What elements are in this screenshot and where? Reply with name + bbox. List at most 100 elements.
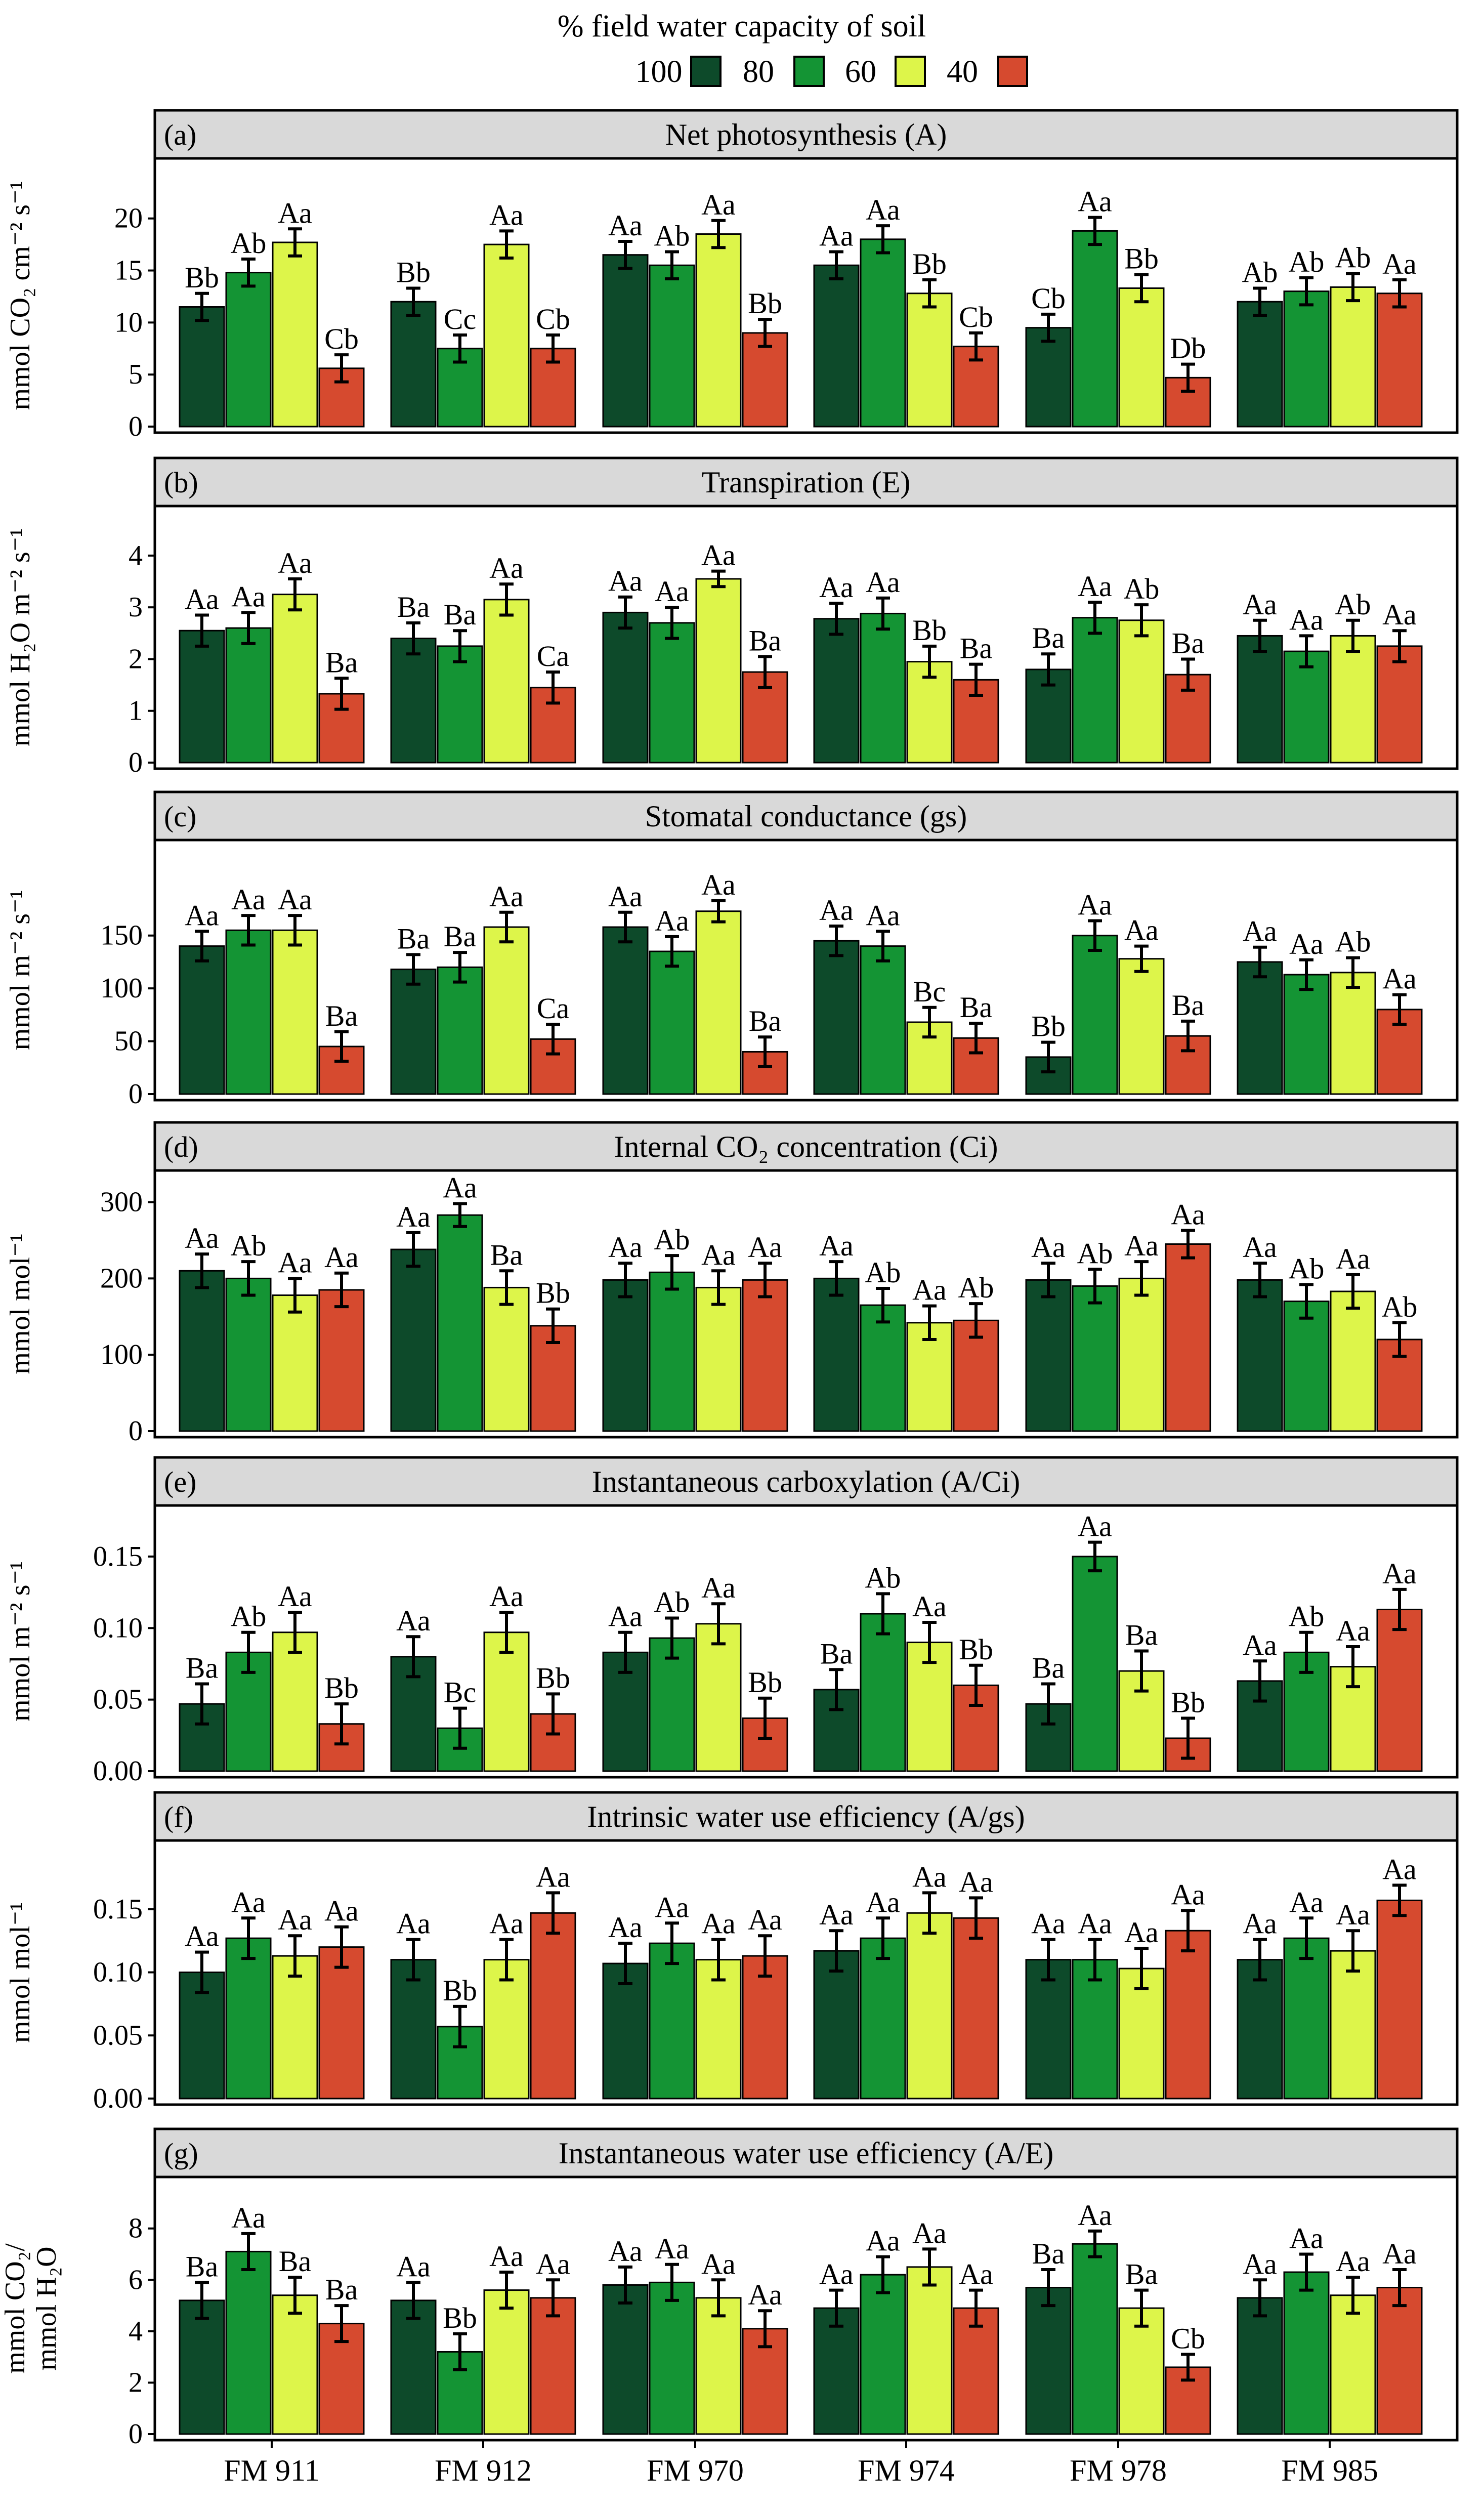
bar	[906, 292, 953, 428]
panel-tag: (c)	[164, 800, 196, 833]
bar	[1025, 1959, 1072, 2100]
significance-label: Aa	[324, 1241, 359, 1274]
bar	[1283, 1937, 1330, 2100]
significance-label: Aa	[1124, 1916, 1159, 1949]
significance-label: Bb	[396, 256, 431, 288]
bar	[906, 2266, 953, 2435]
bar	[1330, 1950, 1376, 2100]
bar	[649, 1637, 695, 1772]
bar	[602, 611, 649, 764]
significance-label: Aa	[701, 539, 736, 572]
significance-label: Bb	[748, 1666, 782, 1699]
bar	[1237, 961, 1283, 1095]
y-tick-label: 50	[114, 1026, 143, 1057]
panel-g: (g) Instantaneous water use efficiency (A…	[0, 2127, 1459, 2450]
bar	[1330, 2294, 1376, 2435]
significance-label: Aa	[278, 1246, 312, 1279]
significance-label: Bb	[185, 261, 219, 294]
significance-label: Bb	[912, 247, 947, 280]
significance-label: Aa	[1078, 2199, 1112, 2232]
bar	[1118, 958, 1165, 1095]
significance-label: Cb	[1031, 282, 1066, 315]
significance-label: Aa	[866, 566, 900, 599]
bar	[649, 264, 695, 428]
y-tick-label: 150	[100, 920, 143, 951]
x-tick-label: FM 974	[858, 2454, 955, 2487]
bar	[1330, 972, 1376, 1095]
significance-label: Ab	[958, 1271, 994, 1304]
bar	[860, 945, 906, 1095]
panel-title: Transpiration (E)	[702, 466, 911, 499]
significance-label: Aa	[1382, 1557, 1417, 1590]
significance-label: Aa	[231, 580, 266, 613]
bar	[1118, 619, 1165, 764]
bar	[860, 612, 906, 764]
y-tick-label: 0	[129, 1078, 143, 1110]
significance-label: Aa	[1031, 1907, 1066, 1940]
significance-label: Ba	[960, 991, 992, 1024]
bar	[1283, 650, 1330, 764]
significance-label: Ba	[325, 999, 358, 1032]
bar	[483, 926, 530, 1095]
significance-label: Ab	[231, 1229, 267, 1262]
bar	[860, 1613, 906, 1772]
significance-label: Aa	[185, 899, 219, 932]
bar	[906, 1021, 953, 1095]
panel-strip	[153, 456, 1459, 508]
significance-label: Aa	[912, 2216, 947, 2249]
x-tick-label: FM 970	[647, 2454, 744, 2487]
y-axis-label: mmol m⁻² s⁻¹	[5, 1561, 36, 1722]
significance-label: Cb	[959, 301, 993, 333]
panel-b: (b) Transpiration (E) 0 1 2 3 4 mmol H₂O m⁻² s⁻…	[5, 456, 1459, 778]
significance-label: Aa	[1336, 2245, 1370, 2278]
significance-label: Aa	[1031, 1231, 1066, 1264]
panel-title: Internal CO₂ concentration (Ci)	[614, 1130, 998, 1163]
significance-label: Ab	[1242, 256, 1278, 288]
y-tick-label: 0	[129, 747, 143, 778]
bar	[1376, 2287, 1423, 2435]
x-axis: FM 911 FM 912 FM 970 FM 974 FM 978 FM 985	[224, 2440, 1378, 2487]
bar	[390, 1959, 437, 2100]
significance-label: Ba	[279, 2245, 311, 2278]
panel-title: Instantaneous carboxylation (A/Ci)	[592, 1465, 1020, 1498]
significance-label: Aa	[701, 1907, 736, 1940]
significance-label: Aa	[489, 1907, 524, 1940]
significance-label: Ba	[397, 922, 430, 955]
panel-tag: (a)	[164, 118, 196, 151]
significance-label: Aa	[912, 1274, 947, 1307]
significance-label: Aa	[1336, 1614, 1370, 1647]
significance-label: Aa	[1382, 2237, 1417, 2270]
significance-label: Bb	[912, 614, 947, 647]
bar	[1376, 645, 1423, 764]
bar	[179, 945, 225, 1095]
significance-label: Ba	[444, 598, 476, 631]
significance-label: Ba	[186, 1652, 218, 1685]
y-axis-label: mmol CO₂/	[0, 2243, 31, 2374]
bar	[813, 1277, 860, 1432]
panel-tag: (d)	[164, 1130, 198, 1163]
bar	[530, 2297, 576, 2435]
y-tick-label: 0.15	[93, 1541, 143, 1572]
significance-label: Aa	[701, 1571, 736, 1604]
significance-label: Ba	[325, 2273, 358, 2306]
significance-label: Ba	[820, 1637, 853, 1670]
bar	[179, 2299, 225, 2435]
bar	[695, 233, 742, 428]
bar	[1376, 1609, 1423, 1772]
significance-label: Aa	[1382, 962, 1417, 995]
y-tick-label: 8	[129, 2213, 143, 2244]
y-tick-label: 0.15	[93, 1894, 143, 1925]
significance-label: Ba	[1172, 626, 1204, 659]
bar	[390, 301, 437, 428]
significance-label: Aa	[748, 1903, 782, 1936]
y-tick-label: 20	[114, 203, 143, 234]
significance-label: Ba	[325, 646, 358, 679]
y-tick-label: 1	[129, 695, 143, 727]
bar	[1025, 2287, 1072, 2435]
bar	[318, 1289, 365, 1432]
y-axis-label: mmol mol⁻¹	[5, 1902, 36, 2043]
bar	[1072, 617, 1118, 764]
significance-label: Bb	[959, 1633, 993, 1666]
bar	[272, 1294, 318, 1432]
